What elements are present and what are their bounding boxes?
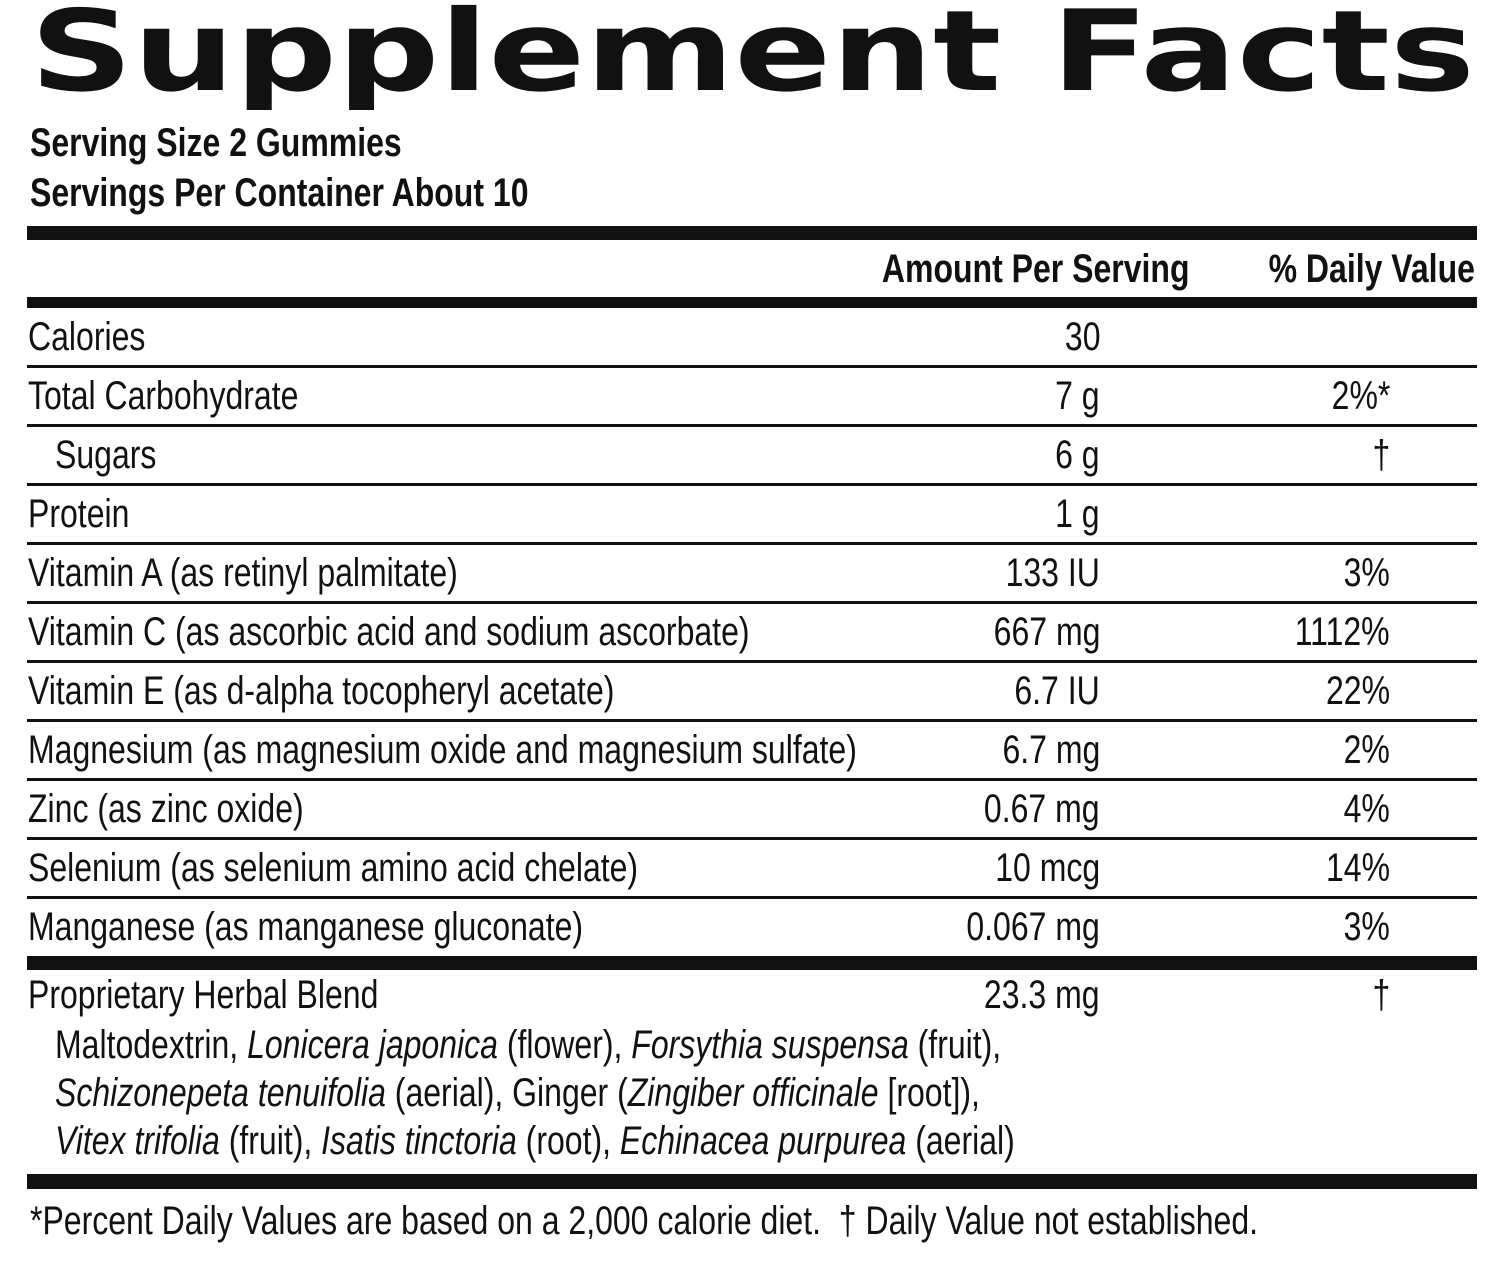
divider: [27, 956, 1477, 970]
nutrient-dv: 14%: [1325, 846, 1390, 890]
nutrient-name: Zinc (as zinc oxide): [28, 787, 304, 831]
nutrient-dv: 2%*: [1331, 374, 1390, 418]
row-divider: [27, 837, 1477, 840]
amount-header: Amount Per Serving: [882, 247, 1190, 291]
divider: [27, 297, 1477, 308]
row-divider: [27, 778, 1477, 781]
nutrient-amount: 1 g: [1055, 492, 1100, 536]
row-divider: [27, 719, 1477, 722]
nutrient-dv: 22%: [1325, 669, 1390, 713]
ingredient-text: Maltodextrin,: [55, 1023, 248, 1067]
nutrient-amount: 6 g: [1055, 433, 1100, 477]
row-divider: [27, 542, 1477, 545]
nutrient-amount: 6.7 mg: [1002, 728, 1100, 772]
servings-per-container: Servings Per Container About 10: [30, 171, 529, 215]
nutrient-name: Sugars: [55, 433, 157, 477]
ingredient-text: (aerial): [906, 1119, 1015, 1163]
dv-header: % Daily Value: [1268, 247, 1475, 291]
ingredient-line: Maltodextrin, Lonicera japonica (flower)…: [55, 1020, 1001, 1070]
nutrient-name: Vitamin A (as retinyl palmitate): [28, 551, 458, 595]
ingredient-text: [root]),: [878, 1071, 980, 1115]
ingredient-text: Schizonepeta tenuifolia: [55, 1071, 386, 1115]
nutrient-dv: 4%: [1343, 787, 1390, 831]
ingredient-text: Echinacea purpurea: [619, 1119, 907, 1163]
blend-name: Proprietary Herbal Blend: [28, 973, 379, 1017]
ingredient-text: (aerial), Ginger (: [385, 1071, 628, 1115]
nutrient-amount: 133 IU: [1005, 551, 1100, 595]
nutrient-amount: 6.7 IU: [1014, 669, 1100, 713]
divider: [27, 1174, 1477, 1189]
nutrient-dv: 2%: [1343, 728, 1390, 772]
ingredient-text: (fruit),: [908, 1023, 1002, 1067]
nutrient-dv: 3%: [1343, 551, 1390, 595]
nutrient-name: Calories: [28, 315, 146, 359]
blend-amount: 23.3 mg: [984, 973, 1100, 1017]
nutrient-name: Vitamin E (as d-alpha tocopheryl acetate…: [28, 669, 615, 713]
ingredient-text: (flower),: [497, 1023, 632, 1067]
ingredient-text: Isatis tinctoria: [321, 1119, 517, 1163]
ingredient-text: Vitex trifolia: [55, 1119, 220, 1163]
nutrient-amount: 0.67 mg: [984, 787, 1100, 831]
row-divider: [27, 896, 1477, 899]
nutrient-dv: †: [1372, 433, 1390, 477]
ingredient-text: Lonicera japonica: [247, 1023, 498, 1067]
row-divider: [27, 660, 1477, 663]
nutrient-name: Vitamin C (as ascorbic acid and sodium a…: [28, 610, 750, 654]
nutrient-amount: 667 mg: [993, 610, 1100, 654]
row-divider: [27, 601, 1477, 604]
title-area: Supplement Facts: [30, 0, 1475, 110]
row-divider: [27, 483, 1477, 486]
nutrient-name: Selenium (as selenium amino acid chelate…: [28, 846, 639, 890]
nutrient-name: Manganese (as manganese gluconate): [28, 905, 584, 949]
ingredient-text: Zingiber officinale: [627, 1071, 879, 1115]
ingredient-text: Forsythia suspensa: [631, 1023, 909, 1067]
nutrient-amount: 7 g: [1055, 374, 1100, 418]
blend-dv: †: [1372, 973, 1390, 1017]
row-divider: [27, 424, 1477, 427]
ingredient-line: Vitex trifolia (fruit), Isatis tinctoria…: [55, 1116, 1015, 1166]
nutrient-name: Total Carbohydrate: [28, 374, 299, 418]
ingredient-line: Schizonepeta tenuifolia (aerial), Ginger…: [55, 1068, 980, 1118]
title: Supplement Facts: [30, 0, 1475, 110]
nutrient-amount: 10 mcg: [995, 846, 1100, 890]
ingredient-text: (fruit),: [219, 1119, 322, 1163]
divider: [27, 226, 1477, 240]
footnote: *Percent Daily Values are based on a 2,0…: [30, 1199, 1258, 1243]
nutrient-amount: 30: [1064, 315, 1100, 359]
nutrient-dv: 1112%: [1295, 610, 1390, 654]
nutrient-name: Protein: [28, 492, 130, 536]
nutrient-dv: 3%: [1343, 905, 1390, 949]
nutrient-name: Magnesium (as magnesium oxide and magnes…: [28, 728, 857, 772]
nutrient-amount: 0.067 mg: [966, 905, 1100, 949]
row-divider: [27, 365, 1477, 368]
ingredient-text: (root),: [516, 1119, 620, 1163]
serving-size: Serving Size 2 Gummies: [30, 121, 402, 165]
